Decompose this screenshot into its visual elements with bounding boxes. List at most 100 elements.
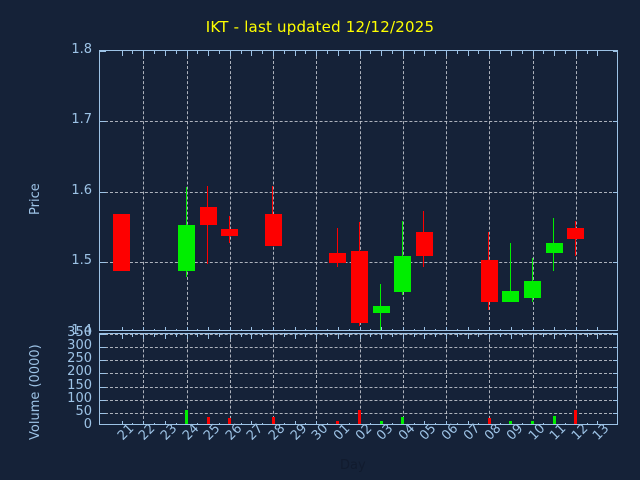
volume-bar (379, 421, 383, 424)
candle-wick (531, 258, 533, 302)
axis-minor-tick (500, 51, 502, 54)
axis-minor-tick (283, 51, 285, 54)
axis-tick (164, 421, 166, 424)
axis-tick (597, 334, 599, 339)
axis-minor-tick (370, 51, 372, 54)
vertical-gridline (489, 334, 491, 424)
price-tick-label: 1.7 (71, 112, 92, 128)
volume-bar (336, 420, 340, 424)
axis-minor-tick (586, 329, 588, 330)
vertical-gridline (143, 51, 145, 330)
vertical-gridline (402, 334, 404, 424)
horizontal-gridline (100, 386, 617, 388)
axis-minor-tick (283, 329, 285, 330)
axis-tick (597, 51, 599, 56)
candlestick (524, 51, 541, 330)
vertical-gridline (575, 334, 577, 424)
axis-tick (613, 334, 617, 335)
axis-tick (294, 421, 296, 424)
axis-tick (489, 327, 491, 330)
axis-tick (316, 51, 318, 56)
axis-minor-tick (413, 51, 415, 54)
axis-minor-tick (500, 334, 502, 337)
axis-tick (446, 421, 447, 424)
axis-minor-tick (262, 423, 264, 424)
axis-tick (208, 327, 210, 330)
candle-body (415, 231, 433, 257)
price-tick-label: 1.4 (71, 323, 92, 338)
axis-tick (143, 334, 145, 339)
axis-minor-tick (154, 423, 156, 424)
volume-bar (487, 417, 491, 424)
vertical-gridline (446, 334, 447, 424)
axis-tick (359, 51, 361, 56)
axis-tick (121, 327, 123, 330)
axis-tick (100, 261, 106, 263)
axis-minor-tick (435, 423, 437, 424)
axis-tick (273, 334, 274, 339)
axis-minor-tick (240, 334, 242, 337)
axis-minor-tick (413, 334, 415, 337)
axis-tick (100, 191, 106, 193)
axis-minor-tick (370, 329, 372, 330)
candle-body (567, 228, 585, 239)
axis-minor-tick (132, 423, 134, 424)
axis-tick (402, 51, 404, 56)
axis-tick (554, 51, 556, 56)
volume-bar (206, 417, 210, 424)
volume-bar (574, 410, 578, 424)
axis-tick (186, 327, 188, 330)
axis-minor-tick (586, 51, 588, 54)
axis-minor-tick (370, 334, 372, 337)
vertical-gridline (186, 51, 188, 330)
axis-tick (613, 347, 617, 349)
axis-minor-tick (348, 51, 350, 54)
candlestick (178, 51, 195, 330)
axis-tick (100, 51, 106, 52)
axis-tick (381, 334, 383, 339)
axis-minor-tick (175, 329, 177, 330)
volume-plot-area (99, 333, 618, 425)
axis-tick (532, 334, 534, 339)
axis-minor-tick (370, 423, 372, 424)
axis-minor-tick (456, 51, 458, 54)
axis-tick (121, 334, 123, 339)
axis-minor-tick (175, 423, 177, 424)
candle-body (221, 229, 239, 236)
axis-tick (100, 360, 106, 362)
volume-bar (358, 410, 361, 424)
axis-minor-tick (240, 329, 242, 330)
axis-minor-tick (240, 51, 242, 54)
axis-tick (489, 334, 491, 339)
horizontal-gridline (100, 399, 617, 401)
axis-tick (100, 373, 106, 375)
axis-minor-tick (262, 329, 264, 330)
axis-tick (613, 51, 617, 52)
axis-minor-tick (500, 423, 502, 424)
candlestick (545, 51, 563, 330)
axis-tick (424, 334, 426, 339)
axis-minor-tick (543, 423, 545, 424)
axis-tick (100, 347, 106, 349)
axis-minor-tick (521, 423, 523, 424)
axis-minor-tick (435, 51, 437, 54)
day-axis-title: Day (340, 458, 366, 473)
axis-minor-tick (456, 423, 458, 424)
axis-tick (532, 327, 534, 330)
vertical-gridline (143, 334, 145, 424)
axis-tick (424, 327, 426, 330)
volume-bar (509, 421, 513, 424)
axis-tick (273, 51, 274, 56)
axis-minor-tick (327, 423, 329, 424)
axis-minor-tick (564, 423, 566, 424)
axis-tick (359, 327, 361, 330)
axis-minor-tick (435, 334, 437, 337)
axis-tick (510, 327, 512, 330)
axis-tick (613, 191, 617, 193)
axis-tick (613, 399, 617, 401)
vertical-gridline (489, 51, 491, 330)
axis-minor-tick (175, 334, 177, 337)
axis-tick (100, 412, 106, 414)
axis-tick (467, 327, 469, 330)
axis-minor-tick (435, 329, 437, 330)
